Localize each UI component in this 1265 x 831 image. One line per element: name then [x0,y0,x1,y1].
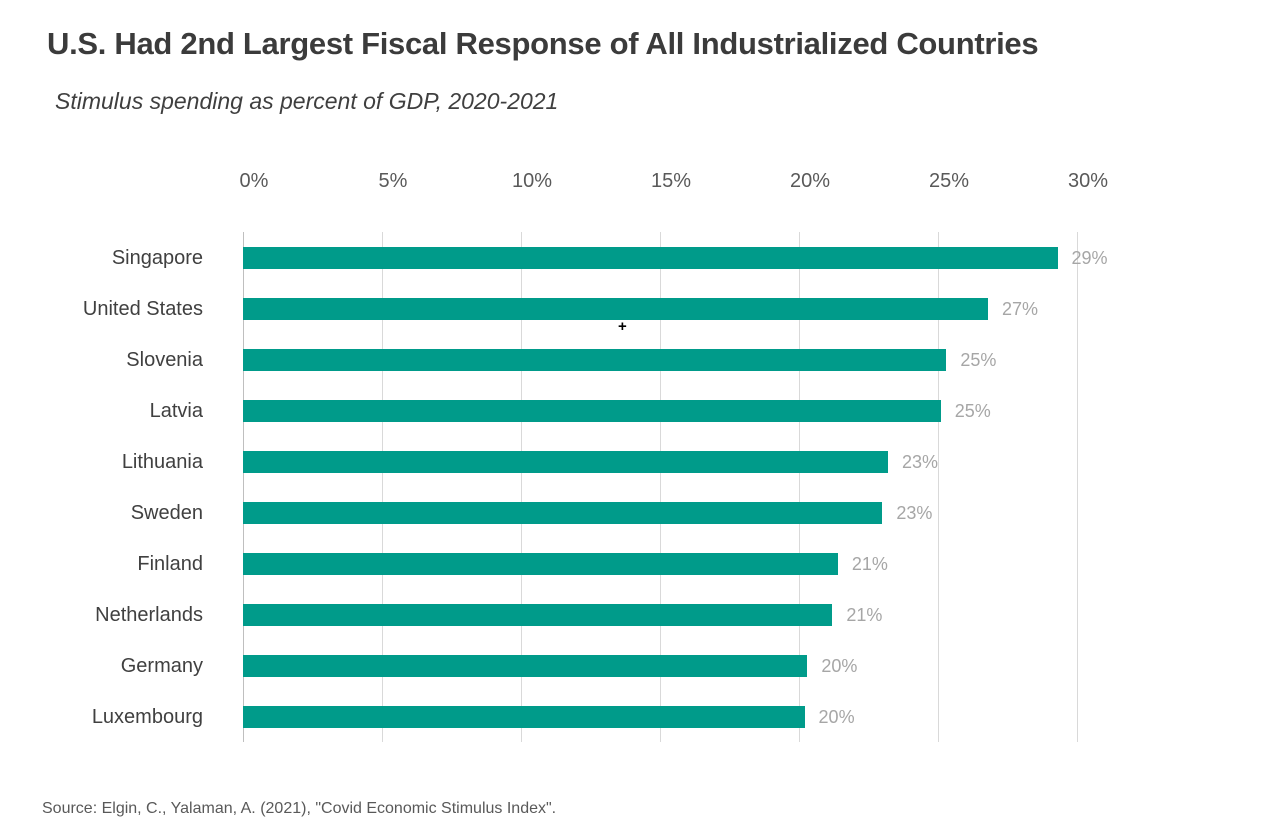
gridline [1077,232,1078,742]
x-axis: 0% 5% 10% 15% 20% 25% 30% [239,170,1111,200]
value-label: 21% [846,604,883,625]
bar-slovenia [243,348,947,371]
value-label: 23% [901,451,938,472]
chart-row-luxembourg: Luxembourg 20% [92,691,1111,742]
category-label: United States [82,297,203,320]
chart-row-finland: Finland 21% [137,538,1111,589]
gridline [660,232,661,742]
value-label: 25% [954,400,991,421]
bar-sweden [243,501,883,524]
chart-subtitle: Stimulus spending as percent of GDP, 202… [55,88,559,114]
x-tick-label: 25% [928,170,970,192]
bar-germany [243,654,808,677]
category-label: Lithuania [121,450,203,473]
category-label: Latvia [149,399,203,422]
value-label: 20% [818,706,855,727]
value-label: 23% [896,502,933,523]
chart-row-latvia: Latvia 25% [150,385,1111,436]
x-tick-label: 15% [650,170,692,192]
x-tick-label: 10% [511,170,553,192]
value-label: 21% [851,553,888,574]
category-label: Finland [137,552,203,575]
chart-row-netherlands: Netherlands 21% [95,589,1111,640]
chart-row-sweden: Sweden 23% [131,487,1111,538]
bar-singapore [243,246,1058,269]
value-label: 29% [1071,247,1108,268]
chart-title: U.S. Had 2nd Largest Fiscal Response of … [47,26,1039,61]
category-label: Netherlands [95,603,203,626]
bar-lithuania [243,450,888,473]
zero-axis-line [243,232,244,742]
gridline [938,232,939,742]
bar-finland [243,552,838,575]
gridline [382,232,383,742]
chart-row-united-states: United States 27% [83,283,1111,334]
gridline [521,232,522,742]
category-label: Luxembourg [91,705,203,728]
category-label: Slovenia [126,348,203,371]
cursor-artifact: + [618,318,627,335]
plot-area: Singapore 29% United States 27% Slovenia 25% L… [83,232,1111,742]
chart-row-germany: Germany 20% [121,640,1111,691]
category-label: Germany [120,654,203,677]
chart-row-lithuania: Lithuania 23% [122,436,1111,487]
bar-latvia [243,399,941,422]
bar-netherlands [243,603,833,626]
chart-row-slovenia: Slovenia 25% [126,334,1111,385]
source-note: Source: Elgin, C., Yalaman, A. (2021), "… [42,800,557,817]
x-tick-label: 0% [239,170,269,192]
x-tick-label: 30% [1067,170,1109,192]
value-label: 20% [821,655,858,676]
x-tick-label: 20% [789,170,831,192]
value-label: 25% [960,349,997,370]
gridline [799,232,800,742]
category-label: Sweden [130,501,203,524]
value-label: 27% [1002,298,1039,319]
bar-united-states [243,297,989,320]
chart-row-singapore: Singapore 29% [112,232,1111,283]
category-label: Singapore [111,246,203,269]
bar-luxembourg [243,705,805,728]
x-tick-label: 5% [378,170,408,192]
